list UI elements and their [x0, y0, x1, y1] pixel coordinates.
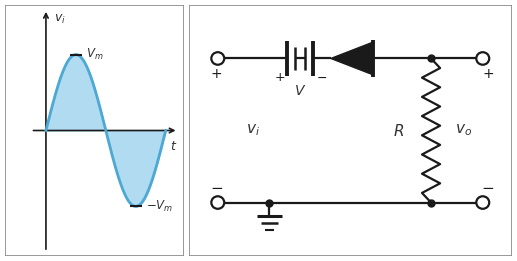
Text: $-$: $-$	[315, 71, 327, 84]
FancyBboxPatch shape	[189, 5, 512, 256]
Text: $R$: $R$	[393, 122, 404, 139]
Text: $v_i$: $v_i$	[247, 123, 260, 138]
Text: $+$: $+$	[210, 67, 222, 81]
Text: $+$: $+$	[481, 67, 494, 81]
Text: $v_o$: $v_o$	[455, 123, 472, 138]
Polygon shape	[331, 42, 373, 75]
Text: $-V_m$: $-V_m$	[146, 199, 173, 214]
Text: $t$: $t$	[170, 140, 177, 153]
Text: $-$: $-$	[481, 179, 494, 194]
Text: $V_m$: $V_m$	[86, 47, 103, 62]
Text: $v_i$: $v_i$	[54, 13, 65, 26]
Text: $V$: $V$	[294, 84, 307, 98]
Text: $+$: $+$	[273, 71, 285, 84]
Text: $-$: $-$	[209, 179, 223, 194]
FancyBboxPatch shape	[5, 5, 184, 256]
